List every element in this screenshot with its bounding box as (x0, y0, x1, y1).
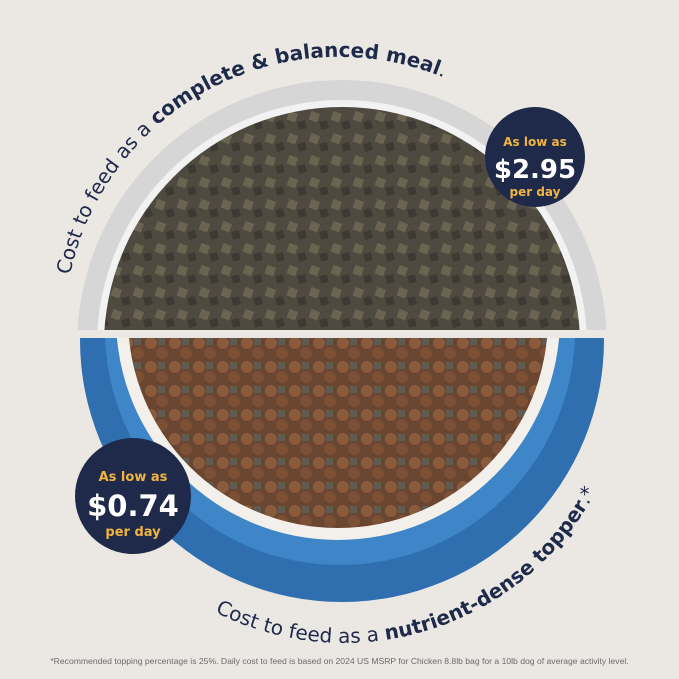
top-price-badge: As low as $2.95 per day (485, 107, 585, 207)
svg-text:As low as: As low as (503, 135, 566, 149)
svg-text:$2.95: $2.95 (494, 155, 576, 185)
svg-text:$0.74: $0.74 (87, 489, 179, 523)
svg-text:As low as: As low as (99, 470, 168, 485)
footnote: *Recommended topping percentage is 25%. … (50, 656, 629, 666)
bottom-price-badge: As low as $0.74 per day (75, 438, 191, 554)
svg-text:per day: per day (105, 525, 161, 540)
topper-bowl (80, 338, 604, 602)
svg-text:per day: per day (510, 185, 561, 199)
complete-meal-bowl (77, 80, 607, 330)
